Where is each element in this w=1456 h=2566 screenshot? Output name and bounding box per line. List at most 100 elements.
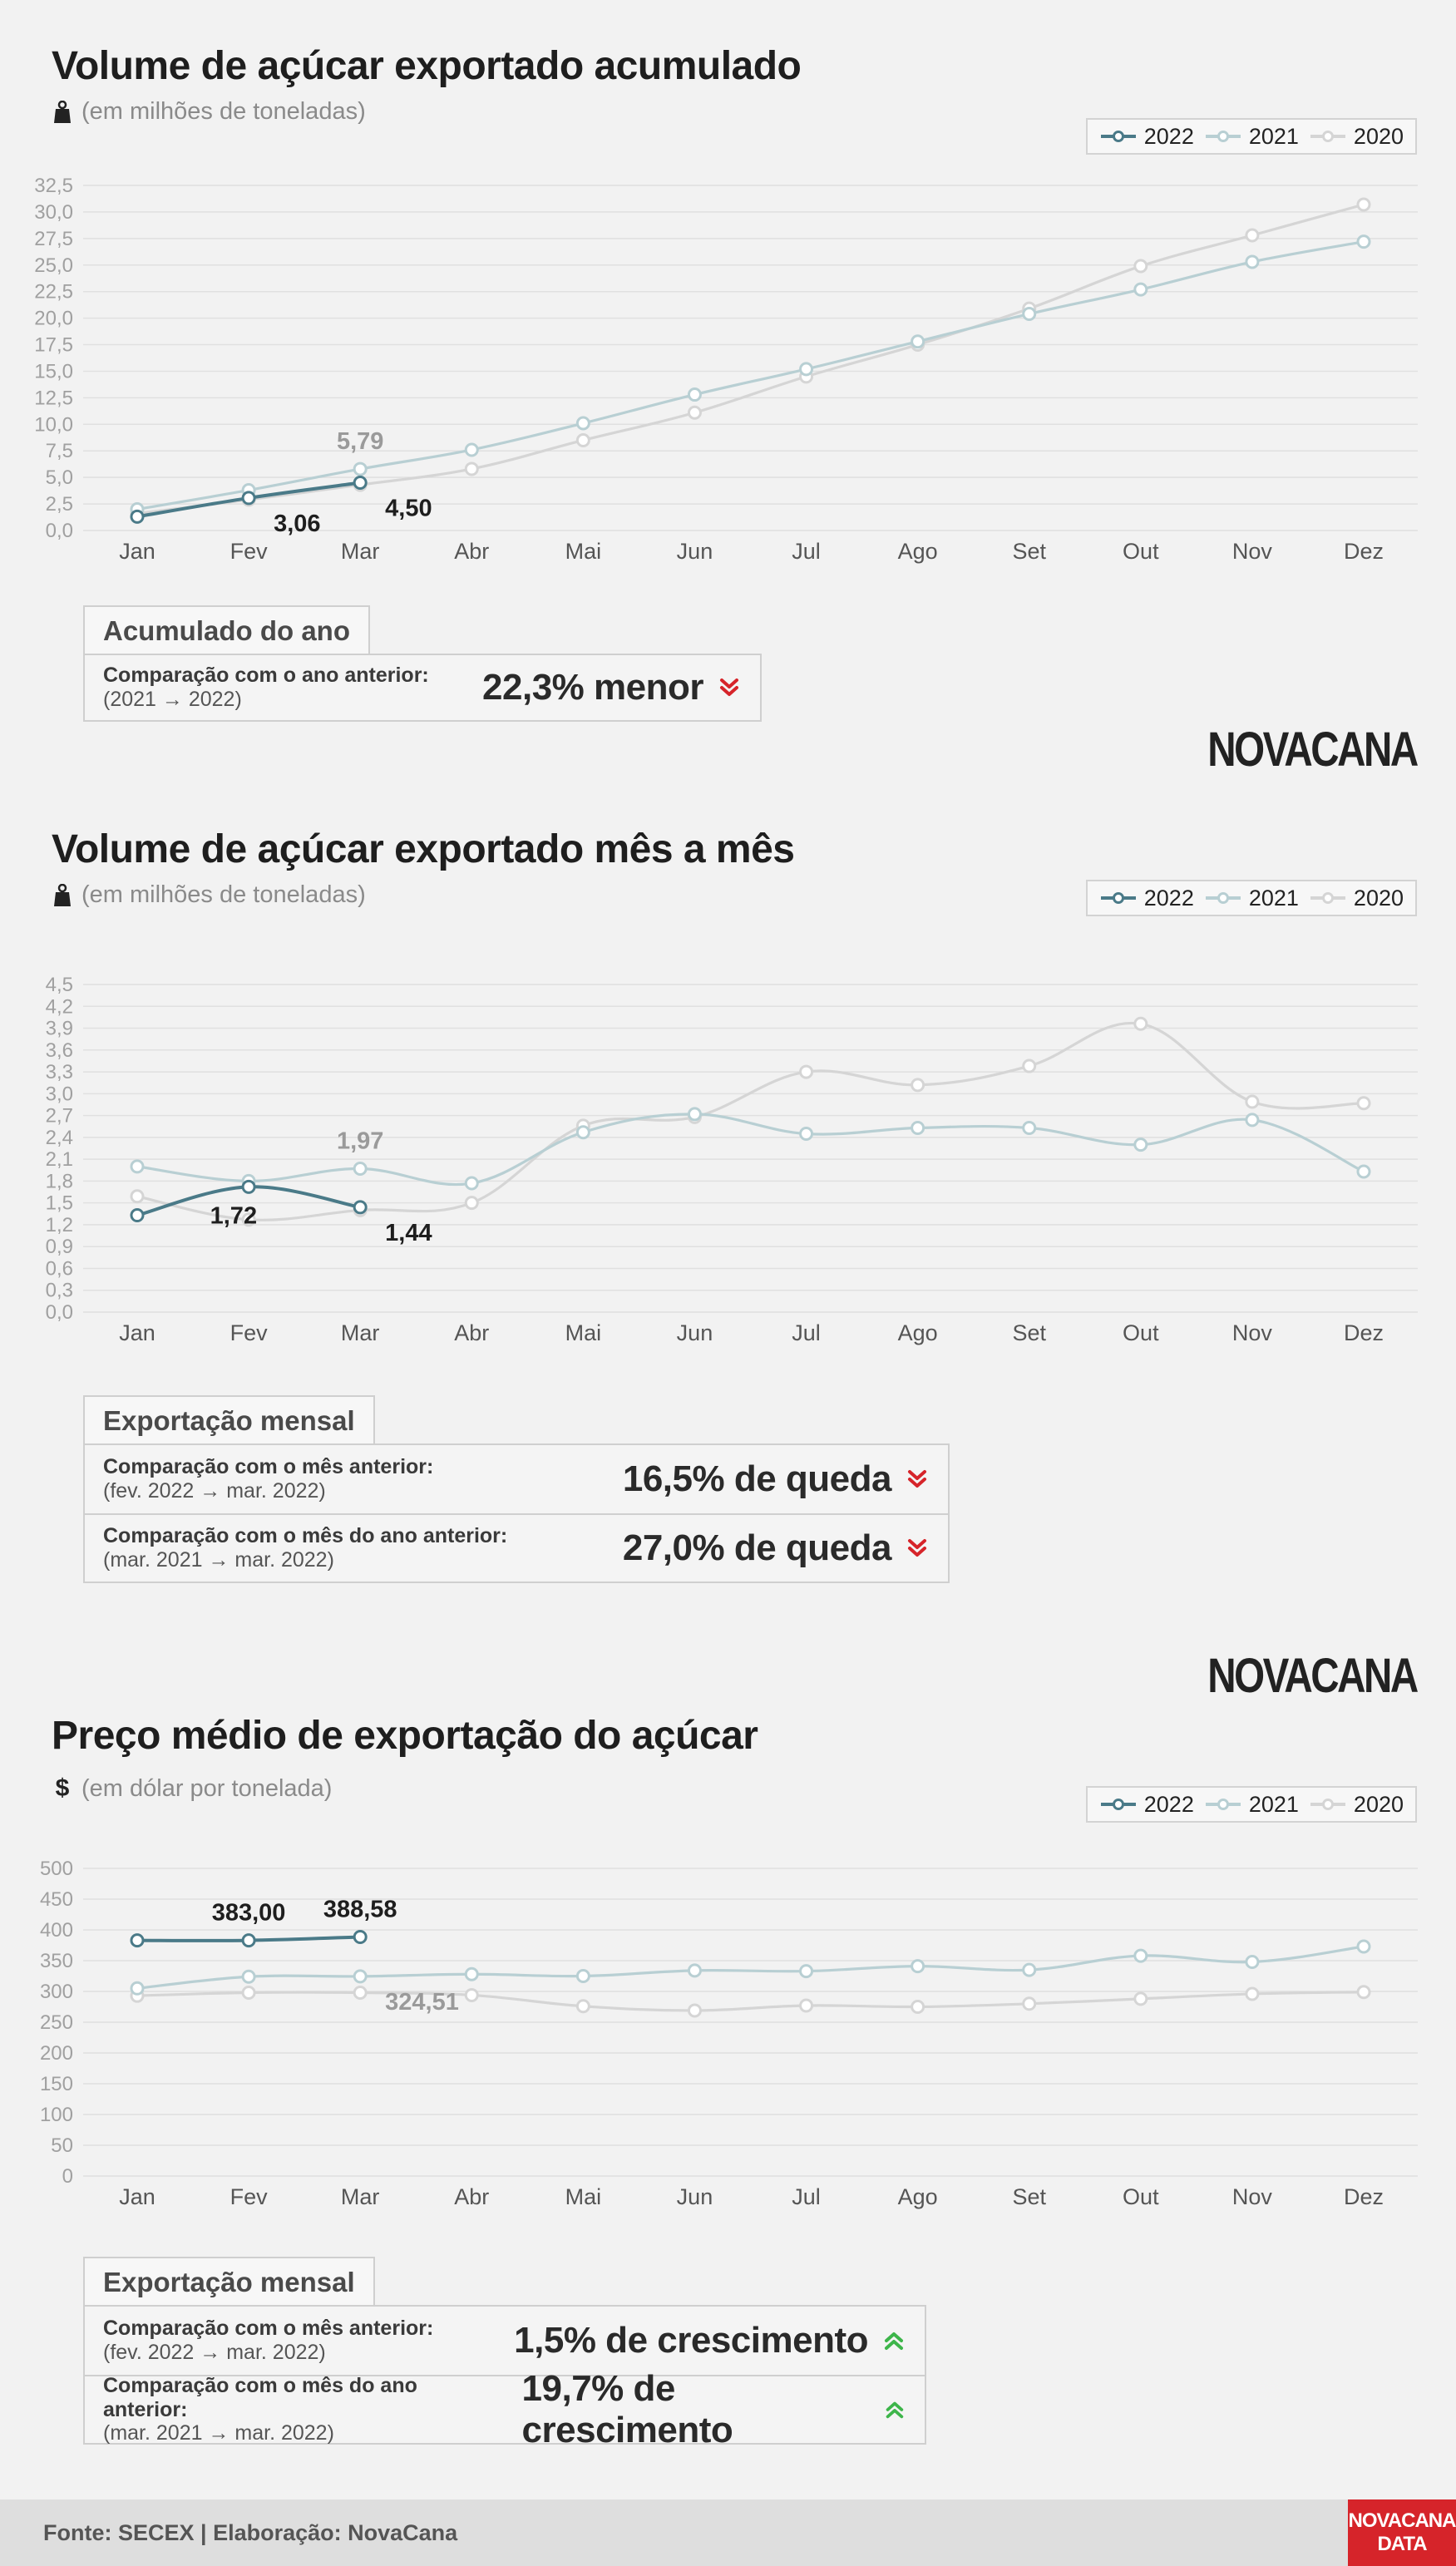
- y-tick-label: 12,5: [34, 387, 73, 409]
- data-point-2021: [1022, 307, 1037, 322]
- comparison-period: (mar. 2021 → mar. 2022): [103, 2421, 334, 2445]
- y-tick-label: 2,5: [46, 493, 73, 516]
- x-tick-label: Ago: [898, 1320, 938, 1345]
- data-point-2021: [1356, 1939, 1371, 1954]
- summary-box: Acumulado do ano Comparação com o ano an…: [83, 605, 762, 722]
- data-point-2020: [911, 2000, 925, 2014]
- data-point-2020: [799, 1064, 814, 1079]
- x-tick-label: Mar: [341, 2184, 380, 2209]
- x-tick-label: Fev: [230, 1320, 269, 1345]
- data-point-2021: [464, 1176, 479, 1191]
- x-tick-label: Nov: [1232, 539, 1273, 564]
- data-point-2020: [799, 1998, 814, 2013]
- line-chart: 0,0 2,5 5,0 7,5 10,0 12,5 15,0 17,5 20,0 22,5 25,0…: [34, 175, 1418, 564]
- legend-item-2022: 2022: [1099, 124, 1194, 150]
- y-tick-label: 15,0: [34, 360, 73, 382]
- data-point-2022: [241, 491, 256, 506]
- series-line-2021: [136, 240, 1365, 511]
- badge-line-1: NOVACANA: [1348, 2509, 1456, 2532]
- comparison-row: Comparação com o mês do ano anterior: (m…: [85, 2368, 925, 2450]
- comparison-label: Comparação com o mês anterior:: [103, 2317, 434, 2341]
- data-point-2022: [130, 1933, 145, 1948]
- x-tick-label: Abr: [454, 1320, 489, 1345]
- data-point-2021: [1356, 234, 1371, 249]
- legend-item-2022: 2022: [1099, 886, 1194, 911]
- x-tick-label: Mar: [341, 539, 380, 564]
- data-point-2020: [353, 1985, 368, 2000]
- data-point-2022: [353, 476, 368, 491]
- data-point-2021: [1133, 282, 1148, 297]
- x-tick-label: Jun: [677, 1320, 713, 1345]
- data-point-2022: [241, 1179, 256, 1194]
- data-point-2021: [911, 334, 925, 349]
- y-tick-label: 22,5: [34, 281, 73, 303]
- x-tick-label: Jun: [677, 539, 713, 564]
- y-tick-label: 500: [40, 1858, 73, 1880]
- data-point-2021: [353, 1969, 368, 1984]
- x-tick-label: Jan: [119, 539, 155, 564]
- legend-label: 2020: [1353, 1791, 1404, 1817]
- data-point-2020: [1245, 1986, 1260, 2001]
- legend-item-2020: 2020: [1309, 886, 1404, 911]
- novacana-logo: NOVACANA: [1207, 1649, 1419, 1703]
- novacana-logo: NOVACANA: [1207, 723, 1419, 777]
- y-tick-label: 2,4: [46, 1127, 73, 1149]
- x-tick-label: Set: [1012, 1320, 1046, 1345]
- data-point-2021: [575, 1969, 590, 1983]
- y-tick-label: 200: [40, 2042, 73, 2065]
- x-tick-label: Jul: [792, 2184, 821, 2209]
- comparison-value: 22,3% menor: [482, 667, 703, 708]
- y-tick-label: 0,3: [46, 1280, 73, 1302]
- data-point-2020: [1356, 197, 1371, 212]
- data-point-2020: [1356, 1985, 1371, 2000]
- x-tick-label: Set: [1012, 539, 1046, 564]
- y-tick-label: 2,7: [46, 1105, 73, 1128]
- legend-item-2021: 2021: [1204, 124, 1299, 150]
- data-point-2020: [575, 432, 590, 447]
- data-point-2021: [575, 416, 590, 431]
- double-chevron-up-icon: [886, 2401, 904, 2419]
- data-label: 383,00: [212, 1900, 286, 1927]
- chart-title: Volume de açúcar exportado acumulado: [52, 44, 802, 88]
- x-tick-label: Jul: [792, 539, 821, 564]
- legend-item-2021: 2021: [1204, 1792, 1299, 1818]
- data-point-2020: [464, 1196, 479, 1211]
- comparison-label: Comparação com o mês anterior:: [103, 1455, 434, 1479]
- x-tick-label: Mai: [565, 1320, 602, 1345]
- chart-title: Preço médio de exportação do açúcar: [52, 1714, 758, 1758]
- section-monthly-volume: Volume de açúcar exportado mês a mês (em…: [0, 798, 1456, 1703]
- legend-label: 2020: [1353, 885, 1404, 910]
- x-tick-label: Out: [1123, 539, 1159, 564]
- y-tick-label: 300: [40, 1981, 73, 2003]
- data-label: 1,44: [385, 1220, 432, 1246]
- chart-subtitle: (em milhões de toneladas): [52, 98, 366, 126]
- y-tick-label: 450: [40, 1888, 73, 1911]
- y-tick-label: 2,1: [46, 1148, 73, 1171]
- data-point-2022: [241, 1933, 256, 1948]
- series-line-2020: [136, 1991, 1365, 2012]
- comparison-value: 27,0% de queda: [622, 1527, 892, 1568]
- data-point-2021: [130, 1981, 145, 1996]
- x-tick-label: Dez: [1344, 1320, 1384, 1345]
- footer: Fonte: SECEX | Elaboração: NovaCana NOVA…: [0, 2499, 1456, 2566]
- y-tick-label: 350: [40, 1950, 73, 1972]
- data-point-2021: [1133, 1948, 1148, 1963]
- legend-item-2020: 2020: [1309, 1792, 1404, 1818]
- y-tick-label: 7,5: [46, 440, 73, 462]
- chart-title: Volume de açúcar exportado mês a mês: [52, 827, 795, 871]
- y-tick-label: 1,8: [46, 1170, 73, 1192]
- series-line-2020: [136, 203, 1365, 516]
- weight-icon: [52, 883, 73, 907]
- novacana-data-logo: NOVACANA DATA: [1348, 2499, 1456, 2566]
- y-tick-label: 3,3: [46, 1061, 73, 1083]
- legend-swatch: [1100, 1799, 1136, 1810]
- data-point-2021: [799, 362, 814, 377]
- data-point-2021: [911, 1120, 925, 1135]
- x-tick-label: Mar: [341, 1320, 380, 1345]
- data-label: 1,97: [337, 1128, 383, 1155]
- x-tick-label: Dez: [1344, 2184, 1384, 2209]
- data-point-2021: [1356, 1164, 1371, 1179]
- x-tick-label: Set: [1012, 2184, 1046, 2209]
- legend-label: 2021: [1248, 123, 1299, 149]
- dollar-icon: $: [55, 1774, 70, 1802]
